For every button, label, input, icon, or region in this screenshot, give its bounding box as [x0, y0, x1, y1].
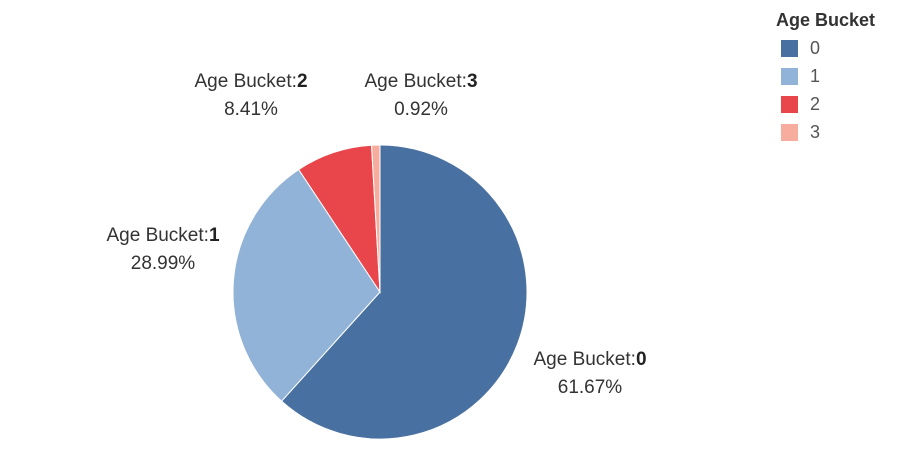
pie-slice-3[interactable] [370, 144, 381, 293]
slice-label-0: Age Bucket:0 61.67% [520, 346, 660, 402]
legend-item-2-label: 2 [810, 93, 821, 114]
legend-item-2[interactable]: 2 [776, 90, 900, 118]
slice-label-2-prefix: Age Bucket: [194, 71, 297, 92]
slice-label-2-value: 8.41% [224, 99, 278, 120]
slice-label-1-value: 28.99% [130, 253, 196, 274]
slice-label-0-category: 0 [635, 349, 647, 370]
legend-item-3-label: 3 [810, 121, 821, 142]
slice-label-2: Age Bucket:2 8.41% [181, 68, 321, 124]
legend-item-1-label: 1 [810, 65, 821, 86]
legend: Age Bucket 0 1 2 3 [776, 6, 900, 146]
legend-item-3[interactable]: 3 [776, 118, 900, 146]
slice-label-1-category: 1 [208, 225, 220, 246]
slice-label-1-prefix: Age Bucket: [106, 225, 209, 246]
slice-label-3-prefix: Age Bucket: [364, 71, 467, 92]
legend-swatch-3 [781, 123, 798, 141]
slice-label-3-category: 3 [466, 71, 478, 92]
legend-title: Age Bucket [776, 10, 876, 30]
legend-swatch-0 [781, 39, 798, 57]
slice-label-0-prefix: Age Bucket: [533, 349, 636, 370]
legend-swatch-1 [781, 67, 798, 85]
legend-item-0[interactable]: 0 [776, 34, 900, 62]
slice-label-3-value: 0.92% [394, 99, 448, 120]
slice-label-0-value: 61.67% [557, 377, 623, 398]
slice-label-3: Age Bucket:3 0.92% [351, 68, 491, 124]
pie-slice-1[interactable] [232, 168, 381, 402]
legend-item-0-label: 0 [810, 37, 821, 58]
legend-item-1[interactable]: 1 [776, 62, 900, 90]
slice-label-1: Age Bucket:1 28.99% [93, 222, 233, 278]
pie-slice-0[interactable] [280, 144, 528, 440]
legend-swatch-2 [781, 95, 798, 113]
slice-label-2-category: 2 [296, 71, 308, 92]
